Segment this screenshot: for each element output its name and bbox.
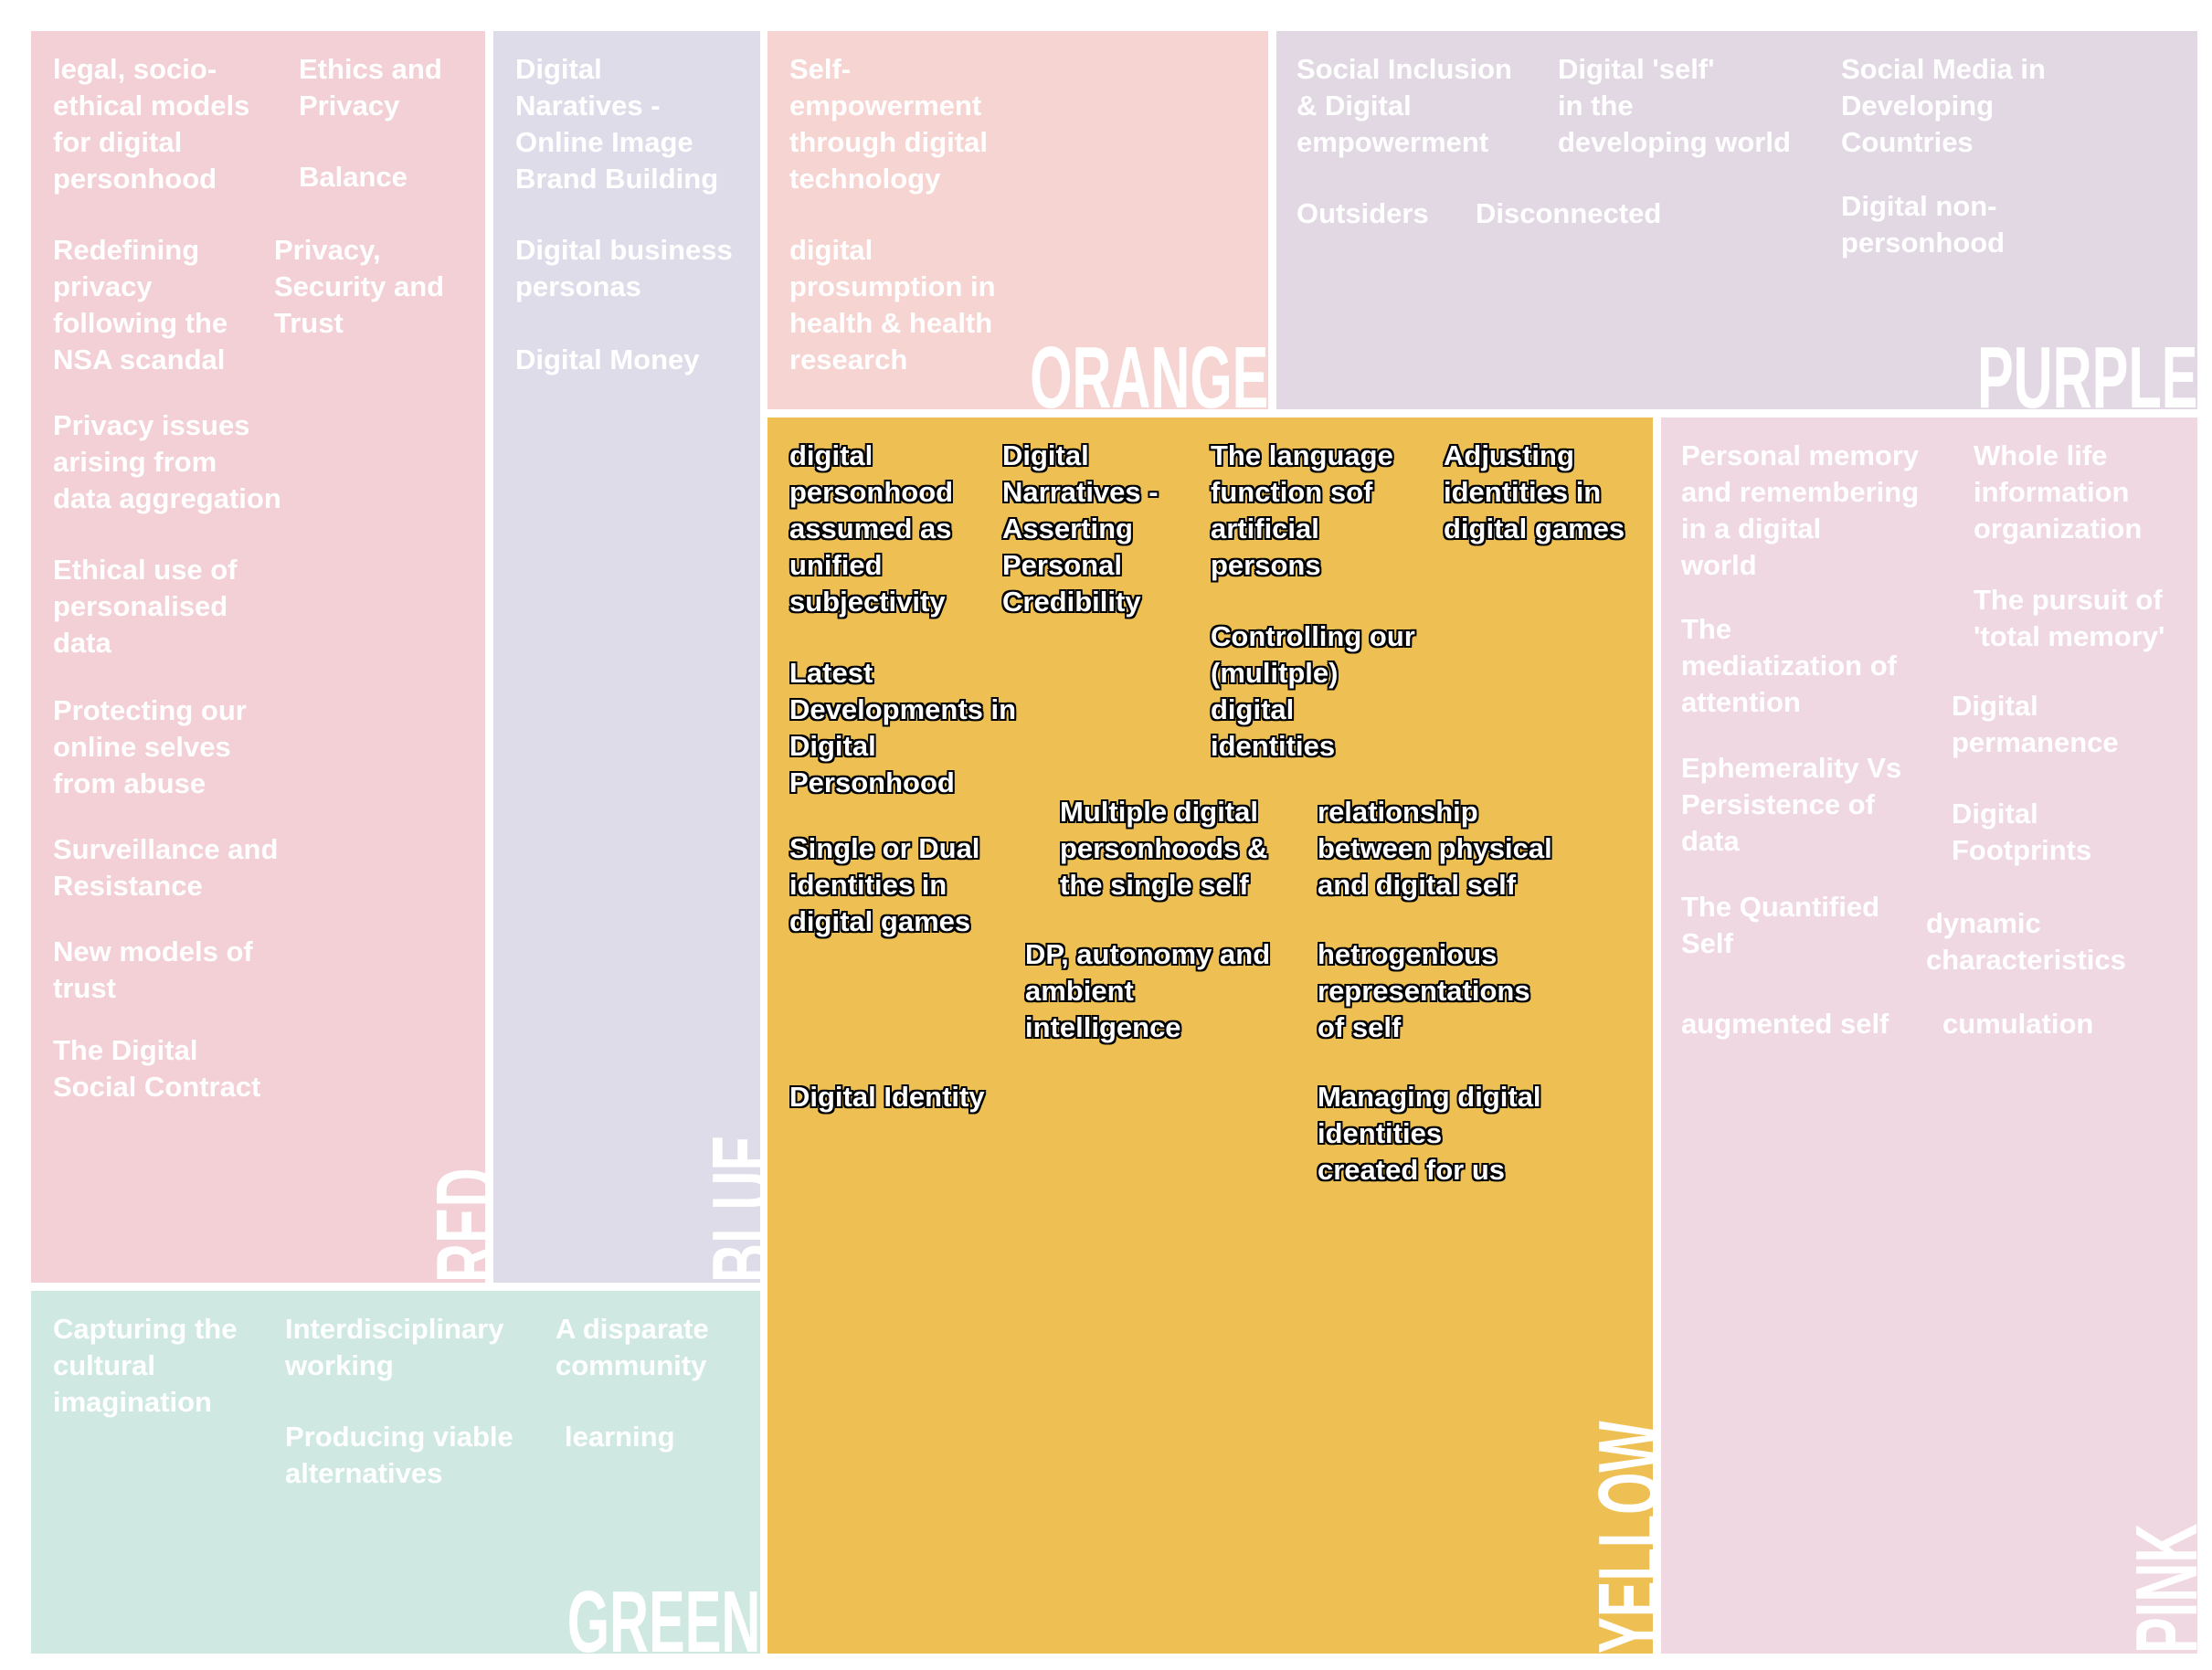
- topic-self-empowerment: Self- empowerment through digital techno…: [789, 53, 988, 195]
- topic-quantified-self: The Quantified Self: [1681, 891, 1879, 959]
- topic-producing-viable-alternatives: Producing viable alternatives: [285, 1421, 513, 1489]
- topic-outsiders: Outsiders: [1297, 197, 1429, 229]
- topic-personal-memory: Personal memory and remembering in a dig…: [1681, 439, 1920, 581]
- topic-digital-self-developing-world: Digital 'self' in the developing world: [1558, 53, 1791, 158]
- region-label-pink: PINK: [2118, 1523, 2197, 1654]
- region-pink: Personal memory and remembering in a dig…: [1661, 418, 2197, 1654]
- topic-ephemerality-persistence: Ephemerality Vs Persistence of data: [1681, 752, 1902, 857]
- topic-learning: learning: [565, 1421, 675, 1453]
- region-blue: Digital Naratives - Online Image Brand B…: [493, 31, 760, 1283]
- region-label-green: GREEN: [566, 1573, 760, 1654]
- region-green: Capturing the cultural imagination Inter…: [31, 1291, 760, 1654]
- topic-managing-identities-created: Managing digital identities created for …: [1318, 1081, 1541, 1186]
- topic-cumulation: cumulation: [1942, 1008, 2094, 1040]
- topic-capturing-cultural-imagination: Capturing the cultural imagination: [53, 1313, 238, 1418]
- topic-whole-life-information: Whole life information organization: [1974, 439, 2143, 544]
- region-orange: Self- empowerment through digital techno…: [767, 31, 1268, 409]
- topic-surveillance-resistance: Surveillance and Resistance: [53, 833, 279, 902]
- topic-mediatization-attention: The mediatization of attention: [1681, 613, 1897, 718]
- topic-digital-footprints: Digital Footprints: [1952, 798, 2092, 866]
- topic-digital-naratives-brand: Digital Naratives - Online Image Brand B…: [515, 53, 719, 195]
- topic-digital-non-personhood: Digital non- personhood: [1841, 190, 2006, 259]
- topic-digital-permanence: Digital permanence: [1952, 690, 2119, 758]
- topic-social-inclusion: Social Inclusion & Digital empowerment: [1297, 53, 1512, 158]
- topic-social-media-developing: Social Media in Developing Countries: [1841, 53, 2046, 158]
- region-label-red: RED: [418, 1168, 485, 1283]
- topic-disparate-community: A disparate community: [556, 1313, 709, 1381]
- topic-adjusting-identities-games: Adjusting identities in digital games: [1444, 439, 1625, 544]
- topic-unified-subjectivity: digital personhood assumed as unified su…: [789, 439, 954, 618]
- topic-dp-autonomy-ambient: DP, autonomy and ambient intelligence: [1025, 938, 1271, 1043]
- topic-language-functions-artificial-persons: The language function sof artificial per…: [1211, 439, 1393, 581]
- topic-digital-social-contract: The Digital Social Contract: [53, 1034, 261, 1103]
- topic-digital-identity: Digital Identity: [789, 1081, 985, 1113]
- region-red: legal, socio- ethical models for digital…: [31, 31, 485, 1283]
- topic-redefining-privacy: Redefining privacy following the NSA sca…: [53, 234, 228, 375]
- topic-digital-prosumption-health: digital prosumption in health & health r…: [789, 234, 996, 375]
- region-label-blue: BLUE: [694, 1134, 760, 1283]
- topic-balance: Balance: [299, 161, 407, 193]
- topic-privacy-security-trust: Privacy, Security and Trust: [274, 234, 445, 339]
- region-label-purple: PURPLE: [1976, 329, 2197, 410]
- topic-privacy-data-aggregation: Privacy issues arising from data aggrega…: [53, 409, 281, 514]
- region-label-orange: ORANGE: [1029, 329, 1268, 410]
- topic-latest-developments: Latest Developments in Digital Personhoo…: [789, 657, 1017, 798]
- topic-disconnected: Disconnected: [1476, 197, 1662, 229]
- topic-augmented-self: augmented self: [1681, 1008, 1889, 1040]
- topic-legal-socio-ethical-models: legal, socio- ethical models for digital…: [53, 53, 250, 195]
- topic-asserting-personal-credibility: Digital Narratives - Asserting Personal …: [1002, 439, 1159, 618]
- topic-pursuit-total-memory: The pursuit of 'total memory': [1974, 584, 2165, 652]
- region-yellow: digital personhood assumed as unified su…: [767, 418, 1653, 1654]
- topic-dynamic-characteristics: dynamic characteristics: [1926, 907, 2126, 976]
- topic-single-dual-identities: Single or Dual identities in digital gam…: [789, 832, 980, 937]
- topic-digital-business-personas: Digital business personas: [515, 234, 733, 302]
- region-purple: Social Inclusion & Digital empowerment D…: [1276, 31, 2197, 409]
- topic-ethical-use-personalised-data: Ethical use of personalised data: [53, 554, 238, 659]
- topic-new-models-of-trust: New models of trust: [53, 935, 253, 1004]
- topic-digital-money: Digital Money: [515, 344, 700, 375]
- topic-physical-digital-self: relationship between physical and digita…: [1318, 796, 1552, 901]
- topic-controlling-multiple-identities: Controlling our (mulitple) digital ident…: [1211, 620, 1415, 762]
- topic-ethics-and-privacy: Ethics and Privacy: [299, 53, 442, 122]
- topic-interdisciplinary-working: Interdisciplinary working: [285, 1313, 504, 1381]
- region-label-yellow: YELLOW: [1581, 1421, 1653, 1654]
- topic-protecting-online-selves: Protecting our online selves from abuse: [53, 694, 247, 799]
- topic-heterogeneous-representations: hetrogenious representations of self: [1318, 938, 1530, 1043]
- topic-multiple-personhoods-single-self: Multiple digital personhoods & the singl…: [1060, 796, 1268, 901]
